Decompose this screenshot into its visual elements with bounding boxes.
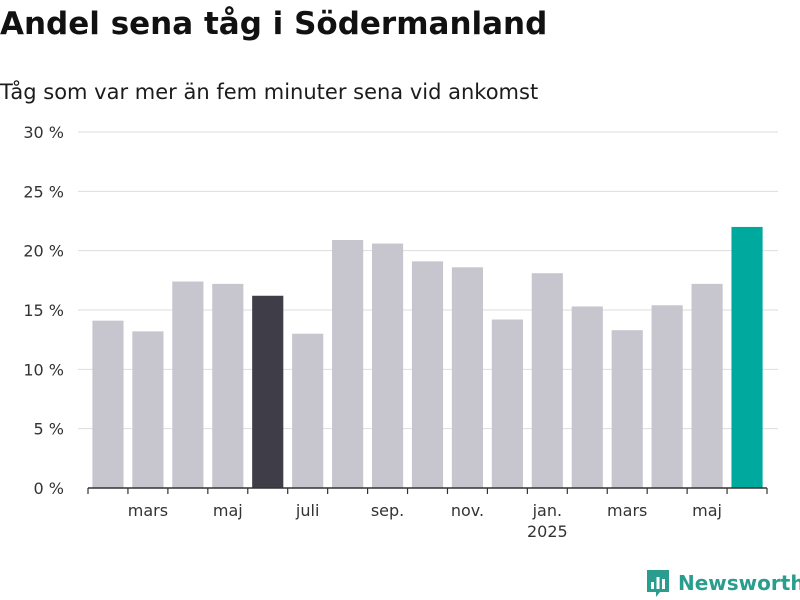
y-tick-label: 30 % [23,123,64,142]
bars [92,226,763,488]
bar-2025-02 [571,306,603,488]
y-tick-label: 15 % [23,301,64,320]
y-tick-label: 20 % [23,242,64,261]
brand-name: Newsworthy [678,571,800,595]
bar-2024-10 [411,261,444,488]
y-axis-ticks: 0 % 5 % 10 % 15 % 20 % 25 % 30 % [23,123,64,498]
bar-2025-03 [611,330,643,488]
y-tick-label: 5 % [34,420,64,439]
x-tick-label: nov. [451,501,484,520]
bar-2024-12 [491,319,523,488]
bar-2024-07 [292,333,324,488]
bar-2024-02 [92,320,124,488]
y-tick-label: 10 % [23,360,64,379]
bar-2025-01 [531,273,563,488]
x-tick-year-label: 2025 [527,522,568,541]
x-tick-label: sep. [371,501,404,520]
x-tick-label: mars [128,501,168,520]
bar-2024-05 [212,283,244,488]
bar-2024-08 [332,239,364,488]
y-tick-label: 25 % [23,182,64,201]
x-tick-label: mars [607,501,647,520]
bar-2025-06 [731,226,763,488]
bar-2025-05 [691,283,723,488]
bar-2024-09 [371,243,404,488]
bar-2024-11 [451,267,484,488]
chart-title: Andel sena tåg i Södermanland [0,6,548,42]
x-tick-label: jan. [532,501,562,520]
bar-2024-06 [252,295,284,488]
x-axis: mars maj juli sep. nov. jan. 2025 mars maj [87,487,768,541]
x-tick-label: maj [213,501,243,520]
newsworthy-brand: Newsworthy [645,568,800,598]
bar-chart-logo-icon [647,570,669,597]
y-tick-label: 0 % [34,479,64,498]
x-tick-label: maj [692,501,722,520]
bar-2025-04 [651,305,683,488]
x-tick-label: juli [295,501,319,520]
bar-2024-04 [172,281,204,488]
chart-subtitle: Tåg som var mer än fem minuter sena vid … [0,80,539,104]
bar-2024-03 [132,331,164,488]
